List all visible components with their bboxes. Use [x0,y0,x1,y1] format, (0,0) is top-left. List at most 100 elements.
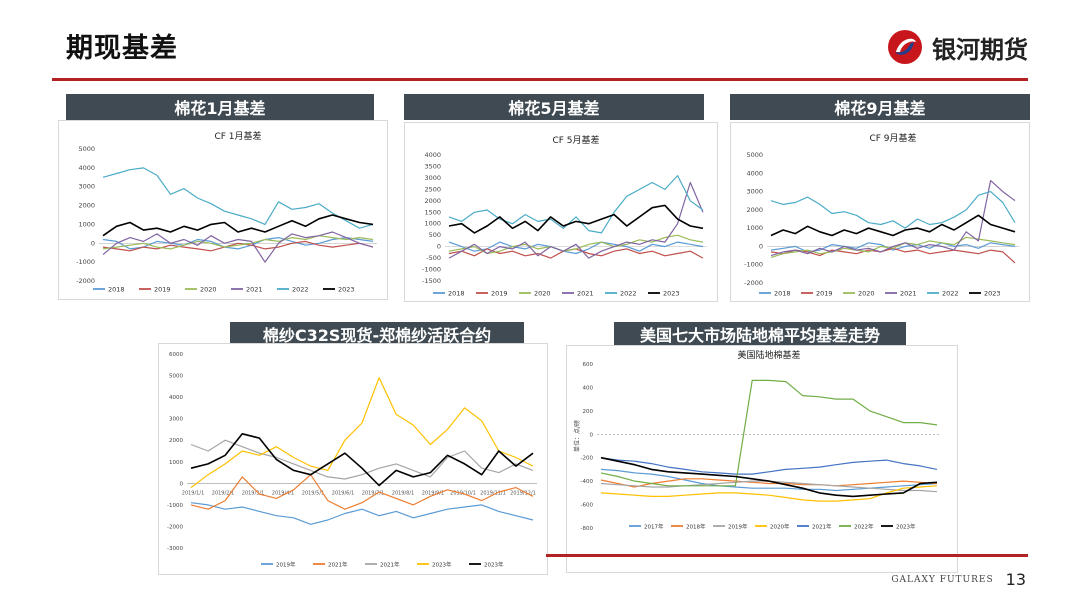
series-line-2019 [102,240,374,252]
series-line-2017年 [600,468,938,492]
chart-title: 美国陆地棉基差 [737,349,800,361]
series-line-2022 [448,174,704,234]
legend-label: 2021年 [812,523,832,531]
y-tick-label: 4000 [424,151,441,159]
legend-label: 2022 [942,290,959,298]
y-tick-label: -600 [581,503,594,509]
y-tick-label: 600 [583,362,594,368]
legend-label: 2019 [491,290,508,298]
footer-rule [546,554,1028,557]
legend-label: 2018 [774,290,791,298]
series-line-2023年 [190,433,534,487]
legend-label: 2018年 [686,523,706,531]
legend-label: 2023 [338,286,355,294]
x-tick-label: 2019/4/1 [272,490,294,496]
y-tick-label: 1000 [746,224,763,232]
panel-header-cf9: 棉花9月基差 [730,94,1030,120]
y-tick-label: 3000 [424,174,441,182]
y-tick-label: 400 [583,385,594,391]
legend-label: 2023 [663,290,680,298]
y-tick-label: 1000 [169,460,183,466]
y-tick-label: 5000 [78,145,95,153]
series-line-2018 [448,241,704,255]
y-tick-label: -2000 [744,279,763,287]
series-line-2018 [102,236,374,250]
legend-label: 2021年 [328,561,348,569]
y-tick-label: 1000 [424,220,441,228]
brand-logo: 银河期货 [886,28,1028,66]
galaxy-logo-icon [888,30,922,64]
y-tick-label: 3000 [746,188,763,196]
y-tick-label: -800 [581,526,594,532]
panel-header-yarn: 棉纱C32S现货-郑棉纱活跃合约 [230,322,524,346]
y-tick-label: 4000 [169,395,183,401]
legend-label: 2022年 [854,523,874,531]
panel-header-us-basis: 美国七大市场陆地棉平均基差走势 [614,322,906,346]
panel-header-cf5: 棉花5月基差 [404,94,704,120]
x-tick-label: 2019/1/1 [182,490,204,496]
legend-label: 2021 [246,286,263,294]
y-tick-label: -1000 [167,503,183,509]
series-line-2021年 [190,474,534,510]
footer-brand: GALAXY FUTURES [891,574,994,585]
brand-name: 银河期货 [932,35,1028,64]
series-line-2021年 [190,439,534,480]
series-line-2022年 [600,379,938,487]
y-tick-label: -1500 [422,277,441,285]
series-line-2018年 [600,478,938,488]
legend-label: 2017年 [644,523,664,531]
y-tick-label: 3500 [424,162,441,170]
y-tick-label: 5000 [746,151,763,159]
legend-label: 2018 [108,286,125,294]
x-tick-label: 2019/7/1 [362,490,384,496]
y-tick-label: 2000 [169,438,183,444]
series-line-2022 [770,190,1016,229]
series-line-2023 [770,214,1016,237]
y-tick-label: 200 [583,409,594,415]
chart-card-cf5: CF 5月基差 4000 3500 3000 2500 2000 1500 1000 500 0 -… [404,122,718,302]
legend-label: 2018 [448,290,465,298]
x-tick-label: 2019/12/1 [510,490,536,496]
chart-cf9: CF 9月基差 5000 4000 3000 2000 1000 0 -1000 -2000 20… [744,132,1019,298]
legend-label: 2023年 [896,523,916,531]
y-tick-label: -3000 [167,546,183,552]
y-tick-label: -400 [581,479,594,485]
y-tick-label: -1000 [76,258,95,266]
series-line-2021 [770,179,1016,257]
chart-title: CF 5月基差 [552,134,599,146]
y-tick-label: 4000 [746,169,763,177]
legend-label: 2021 [577,290,594,298]
y-tick-label: 500 [429,231,441,239]
chart-title: CF 1月基差 [214,130,261,142]
chart-title: CF 9月基差 [869,132,916,144]
x-tick-label: 2019/2/1 [212,490,234,496]
y-tick-label: 0 [180,481,184,487]
chart-yarn: 6000 5000 4000 3000 2000 1000 0 -1000 -2000 -3000… [167,352,537,569]
legend-label: 2020年 [770,523,790,531]
page-title: 期现基差 [66,33,178,64]
header-rule [52,78,1028,81]
y-tick-label: 6000 [169,352,183,358]
footer: GALAXY FUTURES 13 [891,570,1026,589]
chart-cf1: CF 1月基差 5000 4000 3000 2000 1000 0 -1000 -2000 20… [76,130,377,294]
series-line-2023 [448,204,704,234]
series-line-2021年 [600,457,938,475]
y-tick-label: 0 [437,243,441,251]
y-axis-label: 单位：点/磅 [573,420,581,452]
page-number: 13 [1005,570,1026,589]
legend-label: 2021年 [380,561,400,569]
y-tick-label: 1500 [424,208,441,216]
y-tick-label: 1000 [78,220,95,228]
series-line-2021 [448,181,704,259]
legend-label: 2019 [154,286,171,294]
y-tick-label: -1000 [422,266,441,274]
chart-card-yarn: 6000 5000 4000 3000 2000 1000 0 -1000 -2000 -3000… [158,343,548,575]
legend-label: 2022 [292,286,309,294]
chart-cf5: CF 5月基差 4000 3500 3000 2500 2000 1500 1000 500 0 -… [422,134,707,298]
series-line-2020 [102,235,374,250]
legend-label: 2021 [900,290,917,298]
y-tick-label: 0 [759,242,763,250]
y-tick-label: 2500 [424,185,441,193]
chart-card-us-basis: 美国陆地棉基差 600 400 200 0 -200 -400 -600 -800 单位：点/磅 2… [566,345,958,573]
y-tick-label: 2000 [746,206,763,214]
